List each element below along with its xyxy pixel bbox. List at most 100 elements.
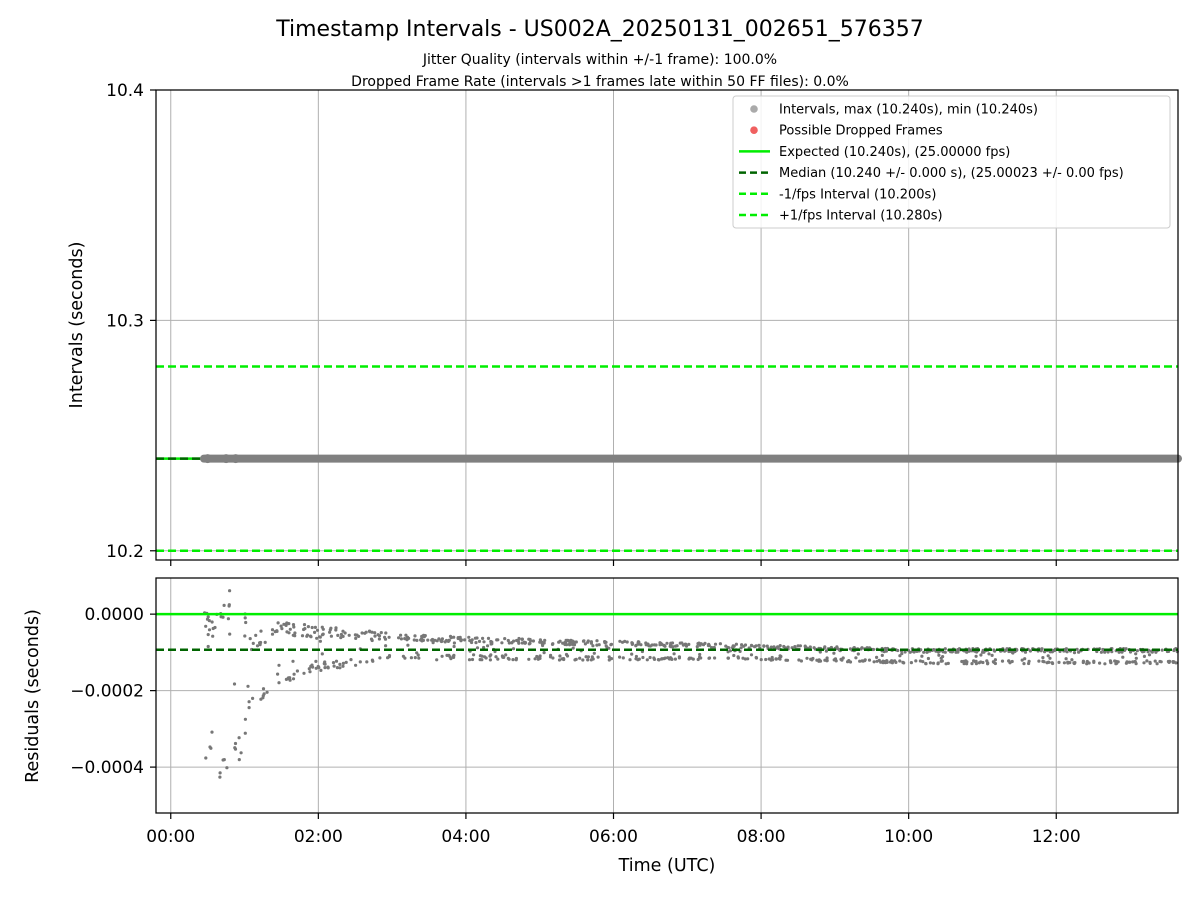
residual-point (523, 641, 527, 645)
residual-point (484, 656, 488, 660)
residual-point (641, 655, 645, 660)
residual-point (243, 731, 247, 735)
residual-point (732, 653, 736, 658)
residual-point (277, 681, 281, 685)
residual-point (992, 648, 996, 652)
residual-point (323, 660, 327, 664)
residuals-plot-frame (155, 577, 1179, 814)
residual-point (1000, 659, 1005, 663)
residual-point (684, 644, 689, 648)
residual-point (785, 658, 790, 662)
residual-point (376, 633, 380, 637)
residual-point (1072, 661, 1076, 665)
residual-point (1064, 657, 1068, 661)
residual-point (222, 603, 226, 608)
residual-point (243, 634, 247, 638)
intervals-y-tick-label: 10.2 (106, 542, 144, 562)
residual-point (558, 654, 562, 658)
residual-point (979, 653, 983, 657)
legend-box (732, 95, 1171, 229)
residual-point (778, 644, 782, 648)
legend-marker (750, 105, 758, 113)
residual-point (712, 645, 716, 650)
residual-point (228, 589, 232, 593)
residual-point (909, 661, 914, 665)
residual-point (749, 643, 754, 648)
residual-point (293, 634, 297, 638)
x-tick-label: 08:00 (737, 827, 786, 847)
residual-point (698, 643, 702, 647)
residual-point (339, 632, 343, 637)
residual-point (373, 631, 377, 635)
residual-point (630, 641, 635, 646)
legend-items: Intervals, max (10.240s), min (10.240s) P… (739, 103, 1124, 224)
residual-point (743, 643, 748, 647)
residual-point (881, 659, 885, 663)
residual-point (796, 644, 800, 648)
residual-point (990, 653, 994, 658)
residual-point (900, 652, 904, 656)
residual-point (307, 667, 311, 671)
residual-point (323, 666, 327, 670)
residual-point (265, 690, 269, 694)
residual-point (206, 644, 210, 649)
residual-point (331, 661, 336, 665)
intervals-legend: Intervals, max (10.240s), min (10.240s) P… (732, 95, 1171, 229)
residual-point (470, 638, 474, 642)
intervals-marker (231, 454, 241, 464)
residual-point (474, 641, 478, 645)
residual-point (343, 631, 347, 635)
residual-point (548, 655, 553, 659)
residual-point (736, 655, 740, 659)
residual-point (967, 647, 971, 651)
residual-point (285, 630, 289, 634)
residual-point (368, 630, 372, 634)
residual-point (956, 650, 960, 654)
residual-point (650, 643, 654, 647)
residual-point (243, 717, 247, 721)
residual-point (986, 662, 990, 666)
intervals-y-tick-label: 10.3 (106, 311, 144, 331)
residual-point (1047, 660, 1051, 664)
residual-point (237, 758, 241, 762)
residuals-panel: 0.0000 −0.0002 −0.0004 00:00 02:00 04:00 06:0… (23, 577, 1179, 876)
residual-point (691, 657, 695, 661)
residual-point (803, 644, 807, 648)
residual-point (204, 624, 208, 628)
residual-point (644, 643, 648, 647)
residual-point (924, 661, 928, 666)
residual-point (710, 645, 714, 650)
residual-point (645, 658, 649, 662)
residual-point (770, 655, 774, 660)
residual-point (470, 657, 475, 662)
residual-point (406, 643, 410, 647)
residual-point (939, 659, 943, 663)
residual-point (985, 659, 989, 663)
residual-point (435, 658, 439, 662)
residual-point (699, 656, 703, 660)
chart-subtitle-dropped: Dropped Frame Rate (intervals >1 frames … (351, 74, 849, 90)
intervals-plot-frame (155, 89, 1179, 561)
residual-point (295, 669, 299, 673)
residual-point (1070, 658, 1074, 662)
residual-point (227, 603, 231, 607)
residual-point (964, 659, 968, 663)
residual-point (210, 730, 214, 734)
residual-point (1028, 649, 1032, 653)
residual-point (754, 656, 759, 660)
residuals-y-axis-label: Residuals (seconds) (23, 609, 43, 783)
residual-point (507, 641, 511, 645)
residuals-y-tick-label: −0.0002 (70, 682, 144, 702)
residual-point (634, 657, 638, 661)
residual-point (305, 633, 310, 637)
residual-point (291, 623, 296, 627)
residual-point (237, 736, 241, 740)
residual-point (310, 625, 314, 630)
residual-point (341, 664, 345, 668)
residual-point (1171, 660, 1175, 665)
residual-point (270, 632, 275, 636)
residual-point (254, 633, 258, 638)
residual-point (318, 639, 322, 643)
residual-point (309, 635, 313, 639)
residual-point (1148, 661, 1152, 666)
